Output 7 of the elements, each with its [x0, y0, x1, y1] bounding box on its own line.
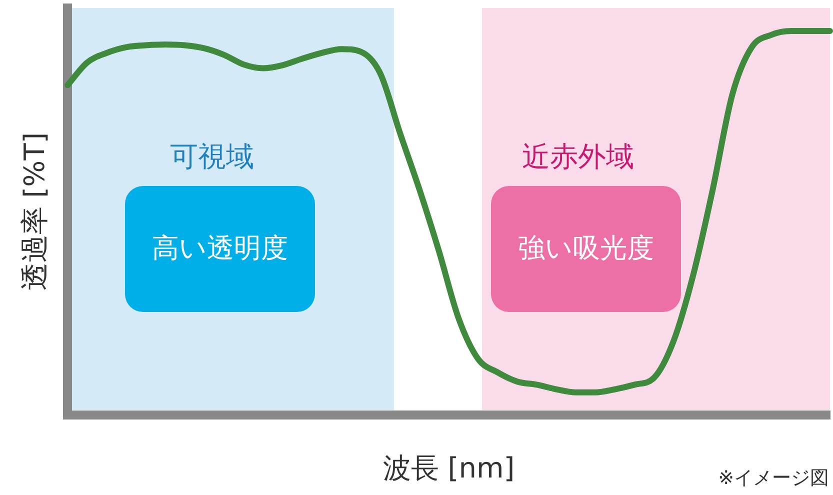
- y-axis-title: 透過率 [%T]: [18, 132, 52, 291]
- annotation: 近赤外域: [521, 139, 636, 175]
- annotation: 可視域: [168, 139, 255, 175]
- text: ※イメージ図: [718, 466, 829, 491]
- x-axis-title: 波長 [nm]: [382, 451, 515, 484]
- annotation: 高い透明度: [150, 232, 289, 266]
- annotation: 強い吸光度: [517, 232, 656, 266]
